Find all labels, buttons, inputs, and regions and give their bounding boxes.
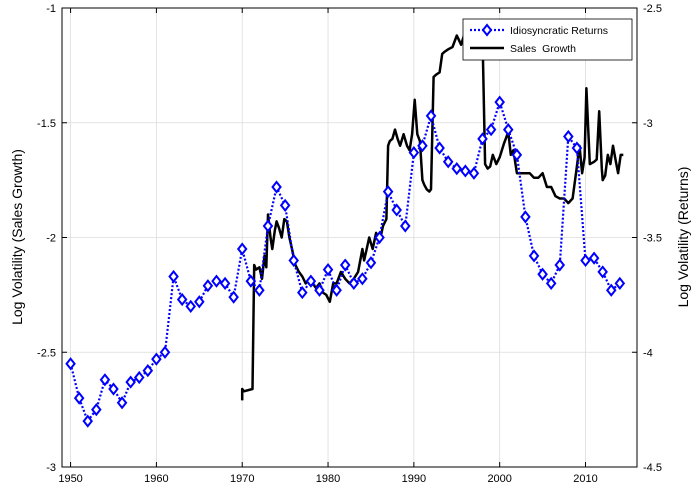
returns-point bbox=[588, 251, 600, 265]
series-line-sales-growth bbox=[240, 29, 624, 401]
returns-point bbox=[151, 352, 162, 366]
returns-point bbox=[511, 148, 523, 162]
returns-point bbox=[408, 145, 420, 160]
x-tick-label: 1950 bbox=[58, 473, 82, 485]
y-tick-label-left: -2.5 bbox=[37, 347, 56, 359]
returns-point bbox=[477, 132, 488, 146]
returns-point bbox=[254, 283, 265, 297]
returns-point bbox=[322, 263, 334, 277]
right-axis-label: Log Volatility (Returns) bbox=[675, 167, 691, 308]
returns-point bbox=[545, 276, 557, 291]
returns-point bbox=[502, 123, 514, 137]
returns-point bbox=[331, 283, 342, 297]
legend-marker-returns bbox=[481, 23, 493, 37]
x-tick-label: 2000 bbox=[487, 473, 511, 485]
returns-point bbox=[91, 403, 102, 417]
y-tick-label-left: -1.5 bbox=[37, 118, 56, 130]
returns-point bbox=[279, 198, 291, 212]
returns-point bbox=[262, 219, 274, 233]
axis-ticks: 1950 1960 1970 1980 1990 2000 2010 -3 -2.5 -2 -1.5… bbox=[37, 3, 662, 485]
returns-point bbox=[142, 364, 154, 378]
returns-point bbox=[451, 162, 463, 176]
returns-point bbox=[417, 139, 428, 153]
returns-point bbox=[580, 253, 591, 268]
x-tick-label: 1970 bbox=[230, 473, 254, 485]
returns-point bbox=[211, 274, 222, 288]
series-lines bbox=[69, 29, 624, 424]
returns-point bbox=[159, 345, 171, 359]
returns-point bbox=[65, 357, 76, 371]
returns-point bbox=[228, 290, 239, 304]
returns-point bbox=[605, 283, 617, 297]
returns-point bbox=[563, 129, 574, 144]
y-tick-label-right: -3.5 bbox=[643, 233, 662, 245]
returns-point bbox=[571, 141, 583, 155]
returns-point bbox=[365, 256, 377, 270]
returns-point bbox=[108, 382, 119, 396]
y-tick-label-left: -2 bbox=[46, 233, 56, 245]
returns-point bbox=[168, 269, 179, 284]
returns-point bbox=[116, 396, 128, 410]
returns-point bbox=[339, 258, 351, 272]
legend-box bbox=[462, 18, 633, 61]
y-tick-label-left: -1 bbox=[46, 3, 56, 15]
returns-point bbox=[460, 164, 471, 178]
returns-point bbox=[194, 295, 205, 309]
returns-point bbox=[528, 249, 540, 263]
grid bbox=[62, 7, 637, 468]
y-tick-label-left: -3 bbox=[46, 462, 56, 474]
returns-point bbox=[236, 242, 248, 256]
returns-point bbox=[133, 370, 145, 385]
returns-point bbox=[434, 141, 445, 155]
x-tick-label: 1990 bbox=[402, 473, 426, 485]
returns-point bbox=[554, 258, 566, 272]
returns-point bbox=[99, 373, 111, 387]
legend: Idiosyncratic Returns Sales Growth bbox=[462, 18, 633, 61]
returns-point bbox=[400, 219, 411, 233]
returns-point bbox=[314, 283, 325, 297]
returns-point bbox=[271, 180, 282, 194]
returns-point bbox=[382, 184, 394, 199]
returns-point bbox=[614, 276, 626, 291]
returns-point bbox=[442, 155, 454, 169]
returns-point bbox=[185, 299, 197, 313]
x-tick-label: 1980 bbox=[316, 473, 340, 485]
returns-point bbox=[305, 274, 317, 288]
returns-point bbox=[520, 210, 531, 224]
returns-point bbox=[374, 230, 385, 245]
left-axis-label: Log Volatility (Sales Growth) bbox=[9, 149, 25, 325]
legend-label-sales: Sales Growth bbox=[510, 43, 576, 55]
returns-point bbox=[125, 375, 136, 389]
returns-point bbox=[391, 203, 402, 217]
returns-point bbox=[176, 292, 188, 307]
returns-point bbox=[288, 253, 299, 268]
returns-point bbox=[202, 279, 214, 293]
y-tick-label-right: -4.5 bbox=[643, 462, 662, 474]
x-tick-label: 2010 bbox=[573, 473, 597, 485]
returns-point bbox=[348, 276, 360, 291]
x-tick-label: 1960 bbox=[144, 473, 168, 485]
returns-point bbox=[537, 267, 548, 281]
y-tick-label-right: -4 bbox=[643, 347, 653, 359]
returns-point bbox=[468, 166, 480, 180]
returns-point bbox=[82, 414, 94, 428]
series-markers bbox=[65, 95, 626, 428]
legend-label-returns: Idiosyncratic Returns bbox=[510, 25, 608, 37]
y-tick-label-right: -2.5 bbox=[643, 3, 662, 15]
returns-point bbox=[73, 391, 85, 405]
returns-point bbox=[357, 272, 368, 286]
returns-point bbox=[219, 276, 231, 291]
returns-point bbox=[494, 95, 505, 109]
returns-point bbox=[597, 265, 608, 279]
y-tick-label-right: -3 bbox=[643, 118, 653, 130]
returns-point bbox=[245, 274, 257, 288]
returns-point bbox=[425, 109, 437, 123]
returns-point bbox=[297, 285, 308, 300]
returns-point bbox=[485, 123, 497, 137]
